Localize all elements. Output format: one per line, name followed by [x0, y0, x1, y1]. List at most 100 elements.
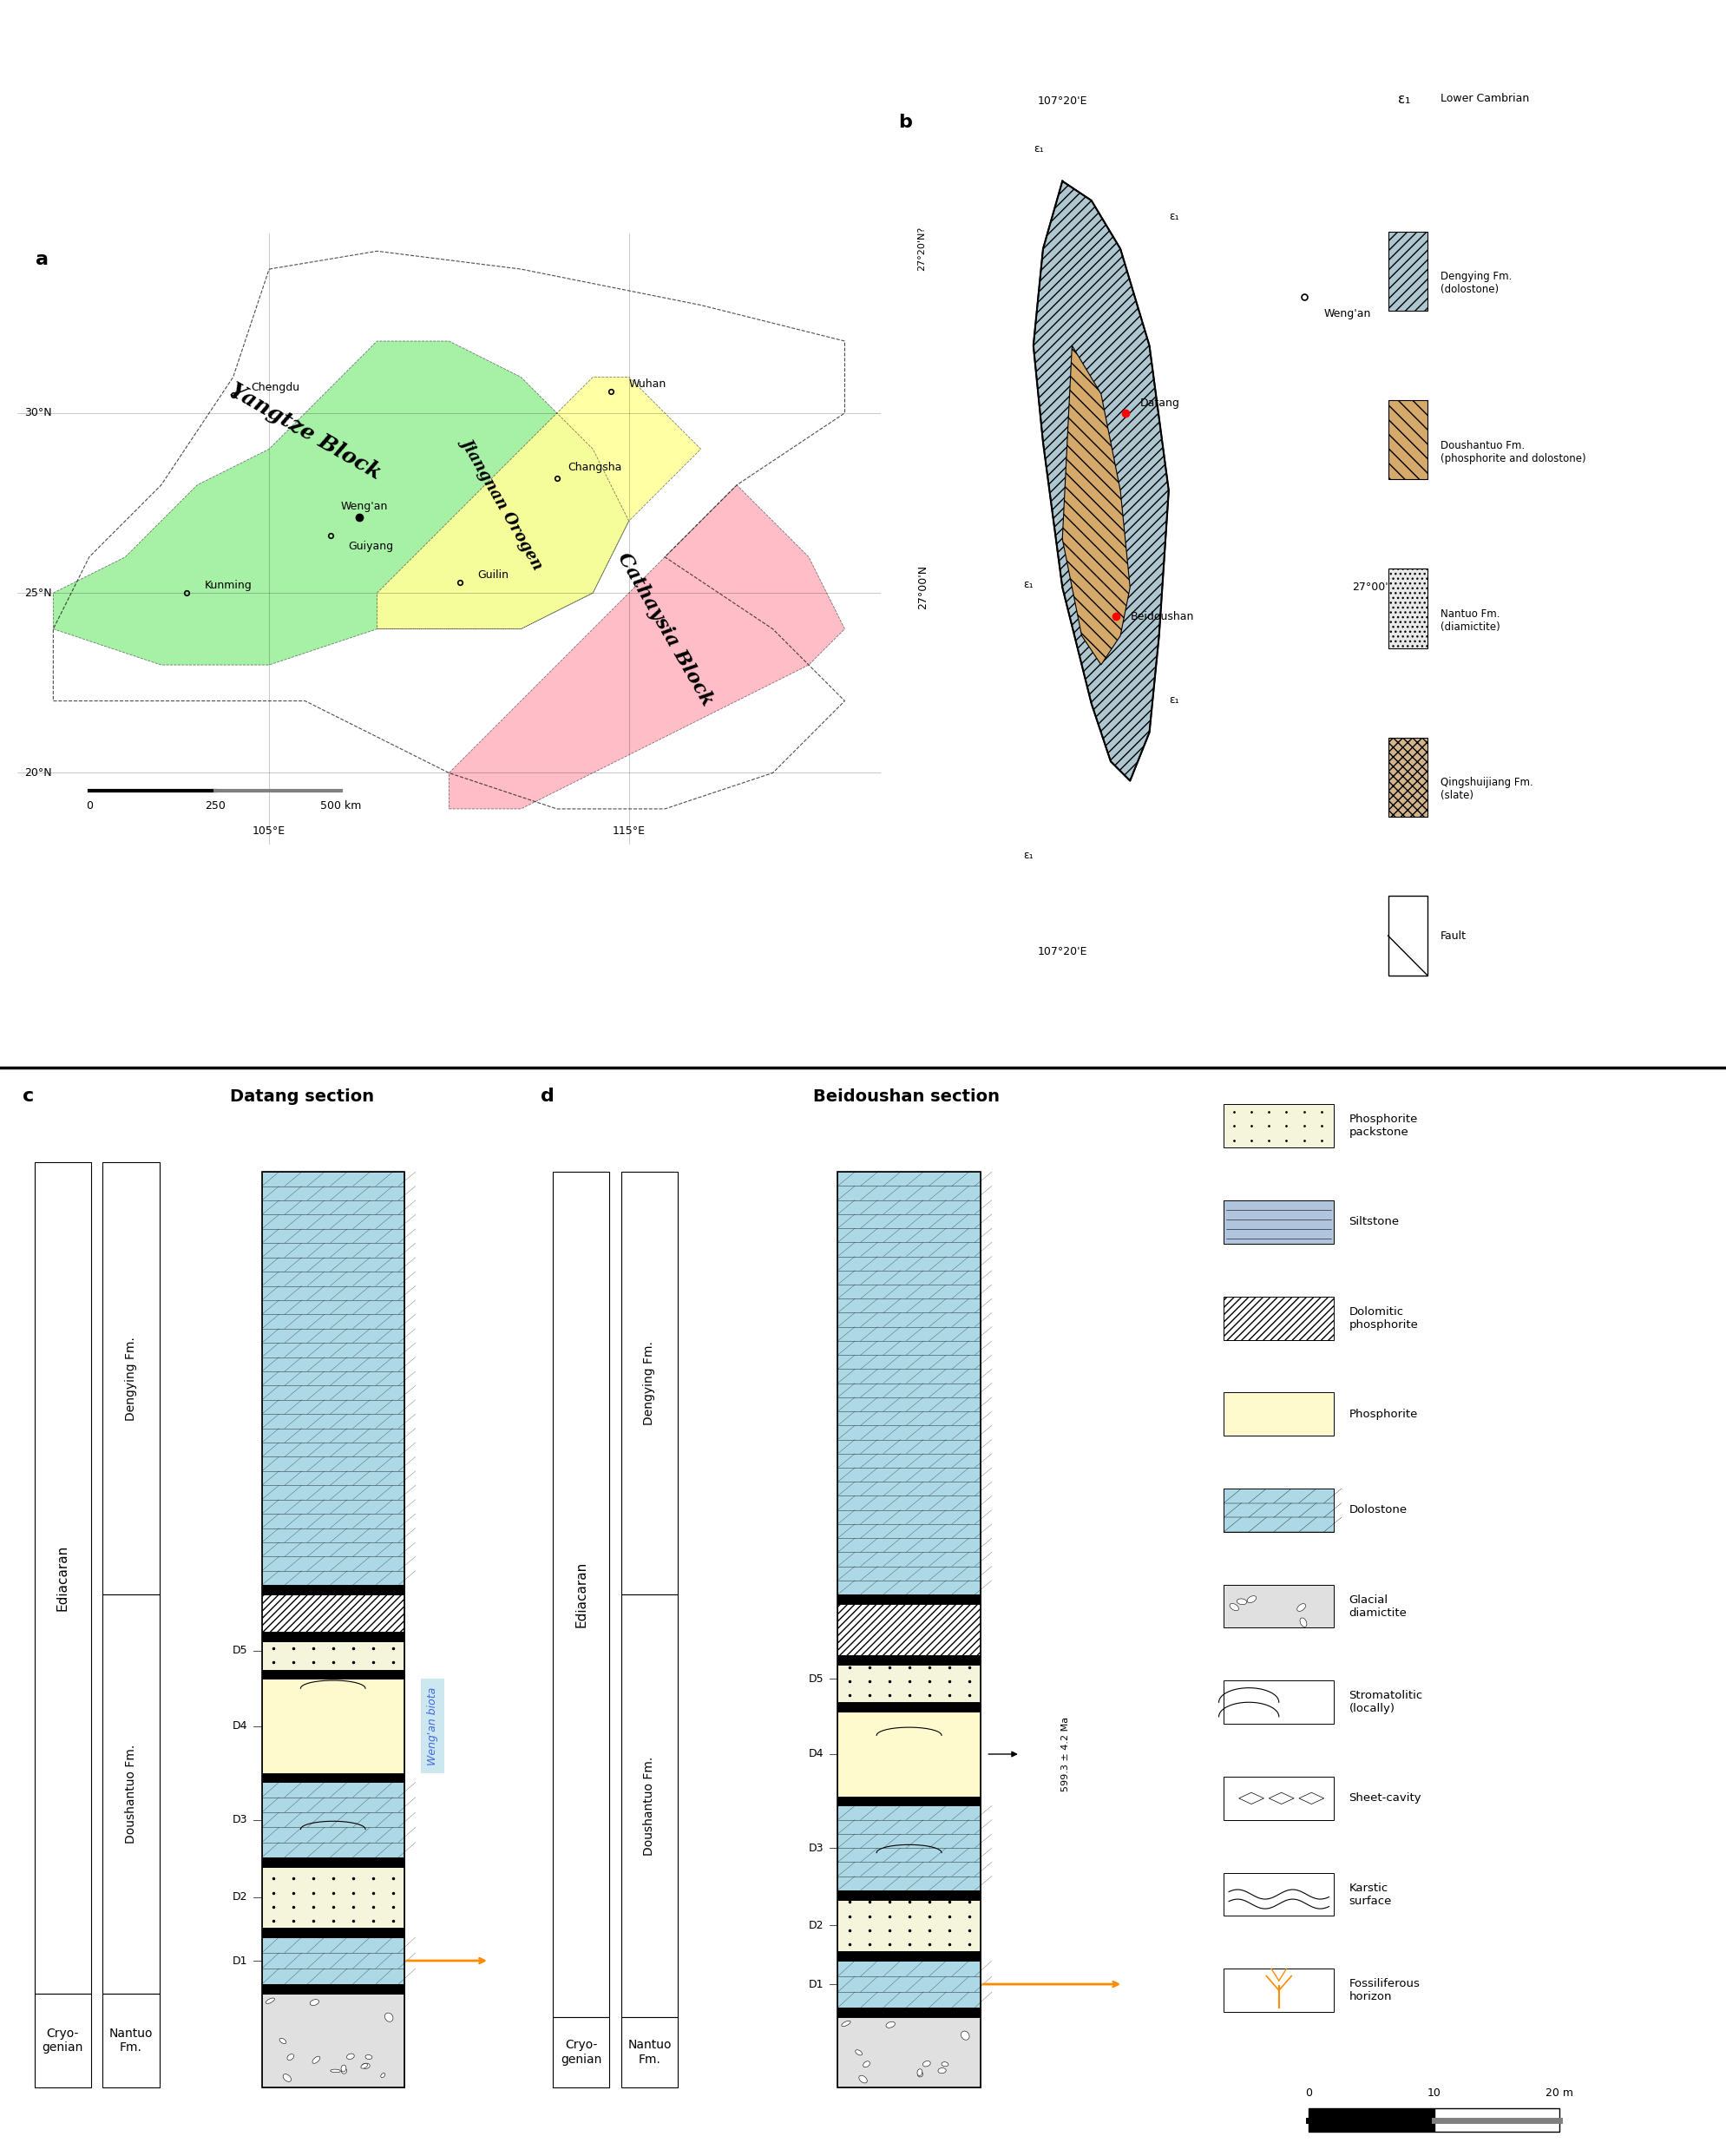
- Bar: [837, 1899, 980, 1951]
- Ellipse shape: [347, 2055, 354, 2059]
- Bar: [102, 1595, 159, 1994]
- Bar: [837, 2007, 980, 2018]
- Ellipse shape: [385, 2014, 394, 2022]
- Text: Stromatolitic
(locally): Stromatolitic (locally): [1348, 1690, 1422, 1714]
- Text: Lower Cambrian: Lower Cambrian: [1439, 93, 1529, 103]
- Text: ε₁: ε₁: [1169, 694, 1179, 705]
- Ellipse shape: [287, 2055, 293, 2061]
- Text: 27°00'N: 27°00'N: [1351, 582, 1396, 593]
- Ellipse shape: [941, 2061, 948, 2065]
- Ellipse shape: [1229, 1604, 1238, 1611]
- Ellipse shape: [330, 2070, 340, 2072]
- Text: ε₁: ε₁: [1024, 849, 1034, 860]
- Text: Ediacaran: Ediacaran: [57, 1546, 69, 1611]
- Ellipse shape: [266, 1999, 274, 2003]
- Bar: [552, 1173, 609, 2018]
- Bar: [35, 1994, 91, 2087]
- Text: Glacial
diamictite: Glacial diamictite: [1348, 1593, 1407, 1619]
- Bar: [1388, 231, 1427, 310]
- Bar: [837, 1173, 980, 2087]
- Polygon shape: [1298, 1792, 1324, 1805]
- Text: Fossiliferous
horizon: Fossiliferous horizon: [1348, 1979, 1419, 2003]
- Bar: [262, 1173, 404, 2087]
- Bar: [1224, 1488, 1332, 1531]
- Bar: [837, 1960, 980, 2007]
- Ellipse shape: [937, 2068, 946, 2074]
- Text: D2: D2: [233, 1891, 247, 1904]
- Ellipse shape: [366, 2055, 373, 2059]
- Bar: [1388, 401, 1427, 479]
- Text: Weng'an: Weng'an: [342, 500, 388, 513]
- Bar: [1388, 737, 1427, 817]
- Text: D3: D3: [233, 1813, 247, 1826]
- Ellipse shape: [885, 2022, 894, 2029]
- Text: Dolomitic
phosphorite: Dolomitic phosphorite: [1348, 1307, 1417, 1330]
- Bar: [837, 1604, 980, 1656]
- Text: 10: 10: [1427, 2087, 1439, 2098]
- Ellipse shape: [841, 2020, 851, 2027]
- Text: ε₁: ε₁: [1024, 578, 1034, 591]
- Ellipse shape: [1296, 1604, 1305, 1611]
- Bar: [1388, 897, 1427, 975]
- Bar: [35, 1162, 91, 1994]
- Bar: [1388, 569, 1427, 649]
- Bar: [837, 1712, 980, 1796]
- Text: Dolostone: Dolostone: [1348, 1505, 1407, 1516]
- Bar: [621, 1173, 678, 1595]
- Text: Doushantuo Fm.: Doushantuo Fm.: [644, 1757, 656, 1856]
- Text: a: a: [35, 250, 48, 270]
- Text: ε₁: ε₁: [1398, 93, 1410, 106]
- Bar: [1224, 1104, 1332, 1147]
- Bar: [837, 1664, 980, 1703]
- Text: 20°N: 20°N: [24, 768, 52, 778]
- Ellipse shape: [342, 2065, 345, 2072]
- Text: Nantuo Fm.
(diamictite): Nantuo Fm. (diamictite): [1439, 608, 1500, 632]
- Text: Chengdu: Chengdu: [250, 382, 300, 395]
- Polygon shape: [1032, 181, 1169, 780]
- Text: 20 m: 20 m: [1545, 2087, 1572, 2098]
- Text: 27°00'N: 27°00'N: [917, 565, 929, 610]
- Text: ε₁: ε₁: [1032, 144, 1043, 155]
- Bar: [262, 1641, 404, 1669]
- Bar: [1224, 1682, 1332, 1725]
- Text: 25°N: 25°N: [24, 586, 52, 599]
- Ellipse shape: [283, 2074, 292, 2083]
- Text: Wuhan: Wuhan: [628, 379, 666, 390]
- Text: Cryo-
genian: Cryo- genian: [561, 2040, 601, 2065]
- Text: Siltstone: Siltstone: [1348, 1216, 1398, 1227]
- Text: 27°20'N?: 27°20'N?: [917, 226, 925, 272]
- Text: 115°E: 115°E: [613, 826, 646, 837]
- Text: Cryo-
genian: Cryo- genian: [41, 2027, 83, 2055]
- Bar: [262, 1858, 404, 1867]
- Polygon shape: [1269, 1792, 1293, 1805]
- Text: Kunming: Kunming: [204, 580, 252, 591]
- Bar: [262, 1680, 404, 1772]
- Bar: [837, 1703, 980, 1712]
- Text: Dengying Fm.: Dengying Fm.: [124, 1337, 136, 1421]
- Text: Nantuo
Fm.: Nantuo Fm.: [627, 2040, 671, 2065]
- Ellipse shape: [342, 2068, 347, 2074]
- Text: D5: D5: [233, 1645, 247, 1656]
- Bar: [837, 1595, 980, 1604]
- Bar: [837, 1796, 980, 1807]
- Ellipse shape: [961, 2031, 968, 2040]
- Text: D3: D3: [808, 1843, 823, 1854]
- Polygon shape: [1061, 345, 1129, 664]
- Ellipse shape: [854, 2050, 861, 2055]
- Text: Ediacaran: Ediacaran: [575, 1561, 587, 1628]
- Text: Jiangnan Orogen: Jiangnan Orogen: [459, 436, 547, 571]
- Ellipse shape: [858, 2076, 866, 2083]
- Text: Cathaysia Block: Cathaysia Block: [613, 550, 716, 709]
- Bar: [102, 1994, 159, 2087]
- Ellipse shape: [280, 2037, 287, 2044]
- Text: 599.3 ± 4.2 Ma: 599.3 ± 4.2 Ma: [1061, 1716, 1070, 1792]
- Text: Karstic
surface: Karstic surface: [1348, 1882, 1391, 1906]
- Polygon shape: [54, 341, 628, 664]
- Bar: [1433, 2109, 1559, 2132]
- Text: 500 km: 500 km: [321, 800, 361, 811]
- Text: Guilin: Guilin: [478, 569, 509, 580]
- Bar: [262, 1867, 404, 1927]
- Bar: [837, 1891, 980, 1899]
- Text: 107°20'E: 107°20'E: [1037, 946, 1087, 957]
- Text: Changsha: Changsha: [568, 461, 621, 472]
